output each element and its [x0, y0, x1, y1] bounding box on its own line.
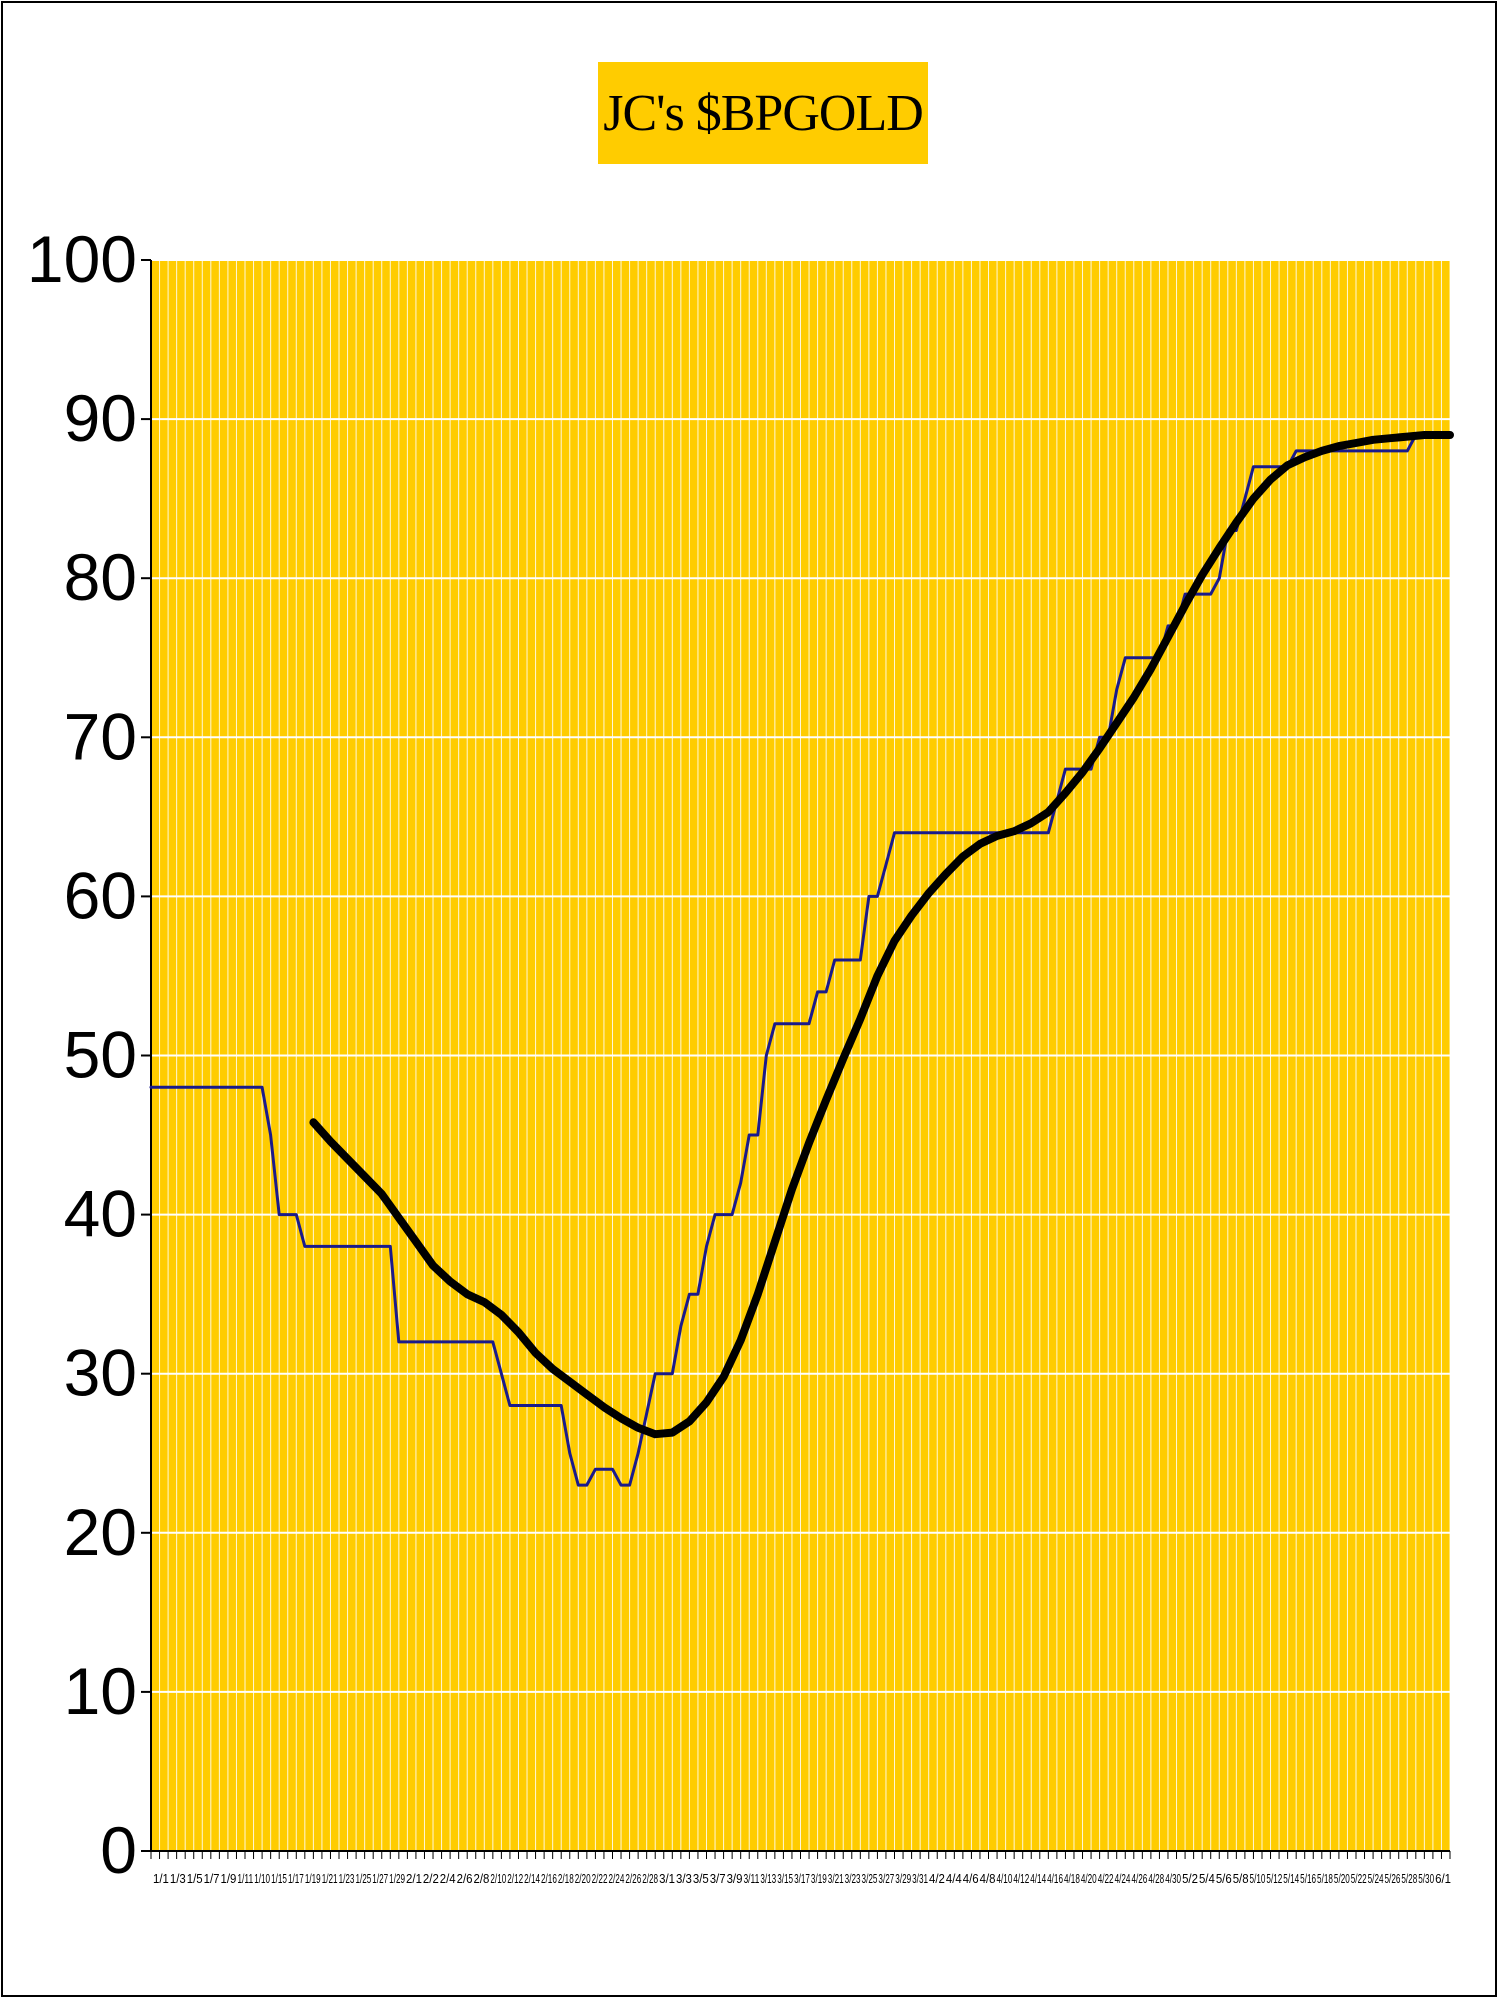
y-tick-label: 30 — [64, 1336, 137, 1410]
x-tick-label: 5/30 — [1418, 1871, 1434, 1886]
x-tick-label: 4/24 — [1115, 1871, 1131, 1886]
chart-title: JC's $BPGOLD — [603, 84, 924, 142]
y-tick-label: 90 — [64, 381, 137, 455]
x-tick-label: 1/15 — [271, 1871, 287, 1886]
x-axis-tick-labels: 1/1 1/3 1/5 1/7 1/9 1/11 1/10 1/15 1/17 1/19 1/21 1… — [153, 1871, 1451, 1886]
x-tick-label: 5/6 — [1216, 1871, 1232, 1886]
y-tick-label: 60 — [64, 858, 137, 932]
horizontal-gridlines — [139, 259, 1450, 1852]
x-tick-label: 3/27 — [878, 1871, 894, 1886]
x-tick-label: 2/1 — [406, 1871, 422, 1886]
x-tick-label: 1/29 — [389, 1871, 405, 1886]
y-axis-tick-labels: 0 10 20 30 40 50 60 70 80 90 100 — [27, 222, 137, 1887]
x-tick-label: 3/11 — [743, 1871, 759, 1886]
x-tick-label: 1/19 — [305, 1871, 321, 1886]
x-tick-label: 4/2 — [929, 1871, 945, 1886]
x-tick-label: 4/18 — [1064, 1871, 1080, 1886]
y-tick-label: 40 — [64, 1177, 137, 1251]
x-tick-label: 5/2 — [1182, 1871, 1198, 1886]
x-tick-label: 2/2 — [423, 1871, 439, 1886]
y-tick-label: 100 — [27, 222, 137, 296]
x-tick-label: 3/31 — [912, 1871, 928, 1886]
x-tick-label: 1/23 — [339, 1871, 355, 1886]
x-tick-label: 3/9 — [727, 1871, 743, 1886]
x-tick-label: 1/10 — [254, 1871, 270, 1886]
x-tick-label: 2/16 — [541, 1871, 557, 1886]
x-tick-label: 3/5 — [693, 1871, 709, 1886]
x-tick-label: 2/4 — [440, 1871, 456, 1886]
x-tick-label: 3/29 — [895, 1871, 911, 1886]
x-tick-label: 6/1 — [1435, 1871, 1451, 1886]
x-tick-label: 4/22 — [1098, 1871, 1114, 1886]
x-tick-label: 2/28 — [642, 1871, 658, 1886]
x-tick-label: 3/21 — [828, 1871, 844, 1886]
y-tick-label: 50 — [64, 1018, 137, 1092]
x-tick-label: 1/5 — [187, 1871, 203, 1886]
x-tick-label: 4/16 — [1047, 1871, 1063, 1886]
x-tick-label: 4/8 — [980, 1871, 996, 1886]
x-tick-label: 2/26 — [625, 1871, 641, 1886]
y-tick-label: 80 — [64, 540, 137, 614]
x-tick-label: 4/28 — [1148, 1871, 1164, 1886]
x-tick-label: 4/26 — [1131, 1871, 1147, 1886]
x-tick-label: 5/16 — [1300, 1871, 1316, 1886]
x-tick-label: 3/7 — [710, 1871, 726, 1886]
x-tick-label: 5/12 — [1266, 1871, 1282, 1886]
x-tick-label: 4/4 — [946, 1871, 962, 1886]
x-tick-label: 3/17 — [794, 1871, 810, 1886]
x-tick-label: 5/22 — [1351, 1871, 1367, 1886]
x-tick-label: 1/21 — [322, 1871, 338, 1886]
x-tick-label: 1/3 — [170, 1871, 186, 1886]
x-tick-label: 3/19 — [811, 1871, 827, 1886]
x-tick-label: 3/15 — [777, 1871, 793, 1886]
x-tick-label: 5/4 — [1199, 1871, 1215, 1886]
y-tick-label: 10 — [64, 1654, 137, 1728]
x-tick-label: 2/14 — [524, 1871, 540, 1886]
x-tick-label: 2/10 — [490, 1871, 506, 1886]
x-tick-label: 3/3 — [676, 1871, 692, 1886]
x-tick-label: 2/20 — [575, 1871, 591, 1886]
x-tick-label: 4/6 — [963, 1871, 979, 1886]
x-tick-label: 2/8 — [474, 1871, 490, 1886]
x-tick-label: 1/11 — [237, 1871, 253, 1886]
series-line-2 — [309, 431, 1454, 1439]
x-tick-label: 5/26 — [1385, 1871, 1401, 1886]
x-tick-label: 4/12 — [1013, 1871, 1029, 1886]
x-tick-label: 3/23 — [845, 1871, 861, 1886]
x-tick-label: 5/10 — [1250, 1871, 1266, 1886]
x-tick-label: 2/18 — [558, 1871, 574, 1886]
x-tick-label: 2/22 — [592, 1871, 608, 1886]
x-tick-label: 4/20 — [1081, 1871, 1097, 1886]
x-tick-label: 2/6 — [457, 1871, 473, 1886]
x-tick-label: 4/30 — [1165, 1871, 1181, 1886]
x-tick-label: 1/27 — [372, 1871, 388, 1886]
x-tick-label: 1/17 — [288, 1871, 304, 1886]
x-tick-label: 2/12 — [507, 1871, 523, 1886]
x-tick-label: 5/14 — [1283, 1871, 1299, 1886]
chart-title-box: JC's $BPGOLD — [598, 62, 928, 164]
series-lines — [149, 431, 1454, 1487]
y-tick-label: 0 — [100, 1813, 137, 1887]
axes — [150, 260, 1451, 1859]
x-tick-label: 5/28 — [1401, 1871, 1417, 1886]
x-tick-label: 5/20 — [1334, 1871, 1350, 1886]
x-tick-label: 3/25 — [862, 1871, 878, 1886]
x-tick-label: 5/18 — [1317, 1871, 1333, 1886]
x-tick-label: 1/9 — [220, 1871, 236, 1886]
x-tick-label: 1/25 — [355, 1871, 371, 1886]
x-tick-label: 1/1 — [153, 1871, 169, 1886]
x-tick-label: 4/10 — [997, 1871, 1013, 1886]
x-tick-label: 5/24 — [1368, 1871, 1384, 1886]
y-tick-label: 20 — [64, 1495, 137, 1569]
x-tick-label: 4/14 — [1030, 1871, 1046, 1886]
x-tick-label: 5/8 — [1233, 1871, 1249, 1886]
x-tick-label: 3/1 — [659, 1871, 675, 1886]
x-tick-label: 3/13 — [760, 1871, 776, 1886]
x-tick-label: 1/7 — [204, 1871, 220, 1886]
y-tick-label: 70 — [64, 699, 137, 773]
x-tick-label: 2/24 — [608, 1871, 624, 1886]
